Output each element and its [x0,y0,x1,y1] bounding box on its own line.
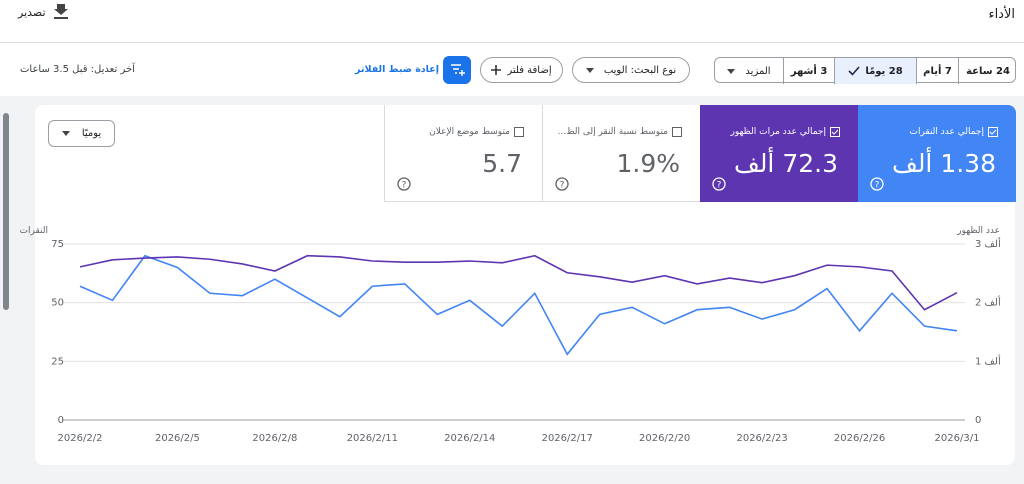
export-label: تصدير [18,5,46,19]
reset-filters-link[interactable]: إعادة ضبط الفلاتر [355,64,439,75]
add-filter-button[interactable]: إضافة فلتر [480,57,563,83]
metric-value: 72.3 ألف [733,149,838,178]
filter-icon [451,64,465,76]
svg-text:?: ? [560,181,565,191]
metric-card[interactable]: إجمالي عدد النقرات 1.38 ألف ? [858,105,1016,202]
y-tick-label: 25 [51,356,64,367]
metric-label: متوسط موضع الإعلان [429,127,510,137]
page-title: الأداء [988,7,1015,22]
checkbox [514,127,524,137]
checkbox-checked [830,127,840,137]
x-tick-label: 2026/2/2 [58,433,103,444]
x-tick-label: 2026/2/5 [155,433,200,444]
svg-text:?: ? [402,181,407,191]
divider [0,42,1024,43]
svg-text:?: ? [717,181,722,191]
metric-card[interactable]: متوسط موضع الإعلان 5.7 ? [384,105,542,202]
filter-icon-button[interactable] [443,56,471,84]
search-type-dropdown[interactable]: نوع البحث: الويب [572,57,690,83]
x-tick-label: 2026/2/20 [639,433,690,444]
date-range-option[interactable]: 24 ساعة [958,58,1017,84]
date-range-option[interactable]: 7 أيام [916,58,958,84]
more-dropdown[interactable]: المزيد [715,58,783,84]
last-updated: آخر تعديل: قبل 3.5 ساعات [20,64,135,75]
checkbox [672,127,682,137]
date-range-option-selected[interactable]: 28 يومًا [834,58,916,84]
add-filter-label: إضافة فلتر [507,64,552,76]
y-tick-label: 0 [58,415,64,426]
date-range-label: 28 يومًا [865,65,903,77]
x-tick-label: 2026/2/17 [542,433,593,444]
scrollbar-thumb[interactable] [3,113,9,310]
dropdown-arrow [61,131,70,136]
metric-card[interactable]: متوسط نسبة النقر إلى الظ... 1.9% ? [542,105,700,202]
metric-value: 1.9% [616,149,680,178]
checkbox-checked [988,127,998,137]
y2-axis-title: عدد الظهور [956,226,1000,236]
y2-tick-label: 1 ألف [975,354,1001,367]
check-icon [848,66,860,76]
date-range-option[interactable]: 3 أشهر [783,58,834,84]
x-tick-label: 2026/2/26 [834,433,885,444]
download-icon [53,4,68,19]
dropdown-arrow [727,68,736,74]
metric-value: 1.38 ألف [891,149,996,178]
granularity-dropdown[interactable]: يوميًا [48,120,115,147]
search-type-label: نوع البحث: الويب [603,64,677,76]
y2-tick-label: 2 ألف [975,296,1001,309]
x-tick-label: 2026/2/8 [252,433,297,444]
plus-icon [491,65,502,75]
date-range-group: 24 ساعة 7 أيام 28 يومًا 3 أشهر المزيد [714,57,1017,84]
help-icon: ? [555,177,569,191]
help-icon: ? [870,177,884,191]
svg-text:?: ? [875,181,880,191]
series-line [79,254,958,356]
help-icon: ? [397,177,411,191]
help-icon: ? [712,177,726,191]
y-tick-label: 50 [51,298,64,309]
series-line [79,254,958,311]
export-button[interactable]: تصدير [18,4,68,20]
dropdown-arrow [585,67,594,73]
y2-tick-label: 3 ألف [975,237,1001,250]
x-tick-label: 2026/2/14 [444,433,495,444]
y-tick-label: 75 [51,239,64,250]
metric-label: متوسط نسبة النقر إلى الظ... [557,127,668,137]
metric-value: 5.7 [482,149,522,178]
x-tick-label: 2026/2/23 [736,433,787,444]
y2-tick-label: 0 [975,415,981,426]
metric-card[interactable]: إجمالي عدد مرات الظهور 72.3 ألف ? [700,105,858,202]
granularity-label: يوميًا [81,128,102,139]
y-axis-title: النقرات [20,226,48,236]
metric-label: إجمالي عدد مرات الظهور [730,127,826,137]
metric-label: إجمالي عدد النقرات [909,127,984,137]
more-label: المزيد [745,65,771,77]
x-tick-label: 2026/2/11 [347,433,398,444]
x-tick-label: 2026/3/1 [935,433,980,444]
